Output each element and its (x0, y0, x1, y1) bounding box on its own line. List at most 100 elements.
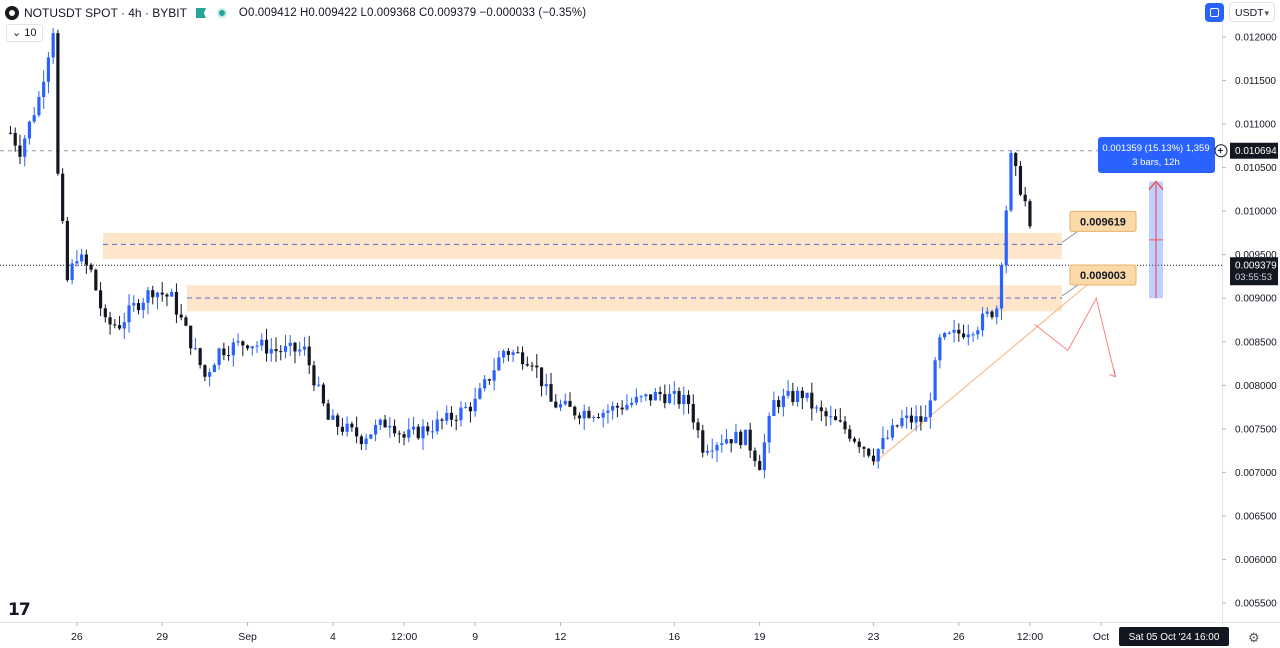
candle-body (658, 391, 662, 395)
candle-body (554, 401, 558, 408)
candle-body (886, 437, 890, 439)
candle-body (696, 422, 700, 431)
projection-arrowhead (1109, 369, 1116, 378)
time-tick-label: 16 (668, 631, 680, 643)
candle-body (241, 341, 245, 346)
candle-body (260, 339, 264, 346)
tradingview-logo-icon[interactable]: 17 (8, 600, 31, 620)
candle-body (146, 290, 150, 303)
candle-body (440, 419, 444, 421)
layout-icon[interactable] (1205, 3, 1224, 22)
candle-body (473, 398, 477, 412)
price-tick-label: 0.006000 (1235, 555, 1277, 566)
price-tick-label: 0.008500 (1235, 337, 1277, 348)
indicator-chip[interactable]: ⌄ 10 (6, 24, 43, 42)
plus-icon: + (1218, 146, 1224, 157)
candle-body (37, 97, 41, 116)
candle-body (791, 391, 795, 403)
candle-body (876, 449, 880, 462)
high-price-box (1230, 142, 1278, 159)
currency-select[interactable]: USDT (1229, 2, 1275, 23)
support-label-callout (1061, 284, 1079, 297)
price-tick-label: 0.010500 (1235, 163, 1277, 174)
candle-body (857, 441, 861, 448)
candle-body (677, 391, 681, 405)
candle-body (56, 33, 60, 174)
candle-body (743, 429, 748, 446)
resistance-label-box (1069, 210, 1137, 232)
candle-body (378, 419, 382, 426)
candle-body (805, 392, 809, 398)
last-price-label: 0.009379 (1235, 261, 1277, 272)
candle-body (1009, 153, 1013, 211)
candle-body (724, 439, 729, 444)
candle-body (980, 313, 985, 331)
candle-body (165, 294, 169, 297)
trendline (873, 284, 1088, 465)
time-tick-label: 12:00 (1017, 631, 1043, 643)
candle-body (928, 400, 932, 417)
candle-body (80, 254, 84, 262)
measure-arrowhead (1148, 180, 1164, 191)
candle-body (511, 352, 515, 355)
candle-body (568, 400, 572, 407)
candle-body (814, 407, 819, 409)
candle-body (236, 341, 240, 343)
candle-body (748, 429, 752, 451)
candle-body (663, 394, 667, 404)
candle-body (558, 404, 563, 408)
candle-body (65, 220, 69, 281)
candle-body (701, 430, 705, 453)
support-label-text: 0.009003 (1080, 270, 1126, 282)
flag-icon[interactable] (195, 8, 206, 18)
candle-body (13, 132, 17, 146)
candle-body (454, 419, 458, 421)
candle-body (990, 311, 994, 318)
candle-body (355, 427, 359, 437)
time-tick-label: 26 (953, 631, 965, 643)
candle-body (340, 426, 344, 432)
candle-body (42, 81, 46, 98)
candle-body (919, 416, 923, 422)
candle-body (75, 261, 79, 264)
candle-body (577, 415, 582, 419)
candle-body (649, 394, 653, 401)
symbol-title[interactable]: NOTUSDT SPOT · 4h · BYBIT (24, 6, 187, 20)
candle-body (966, 334, 970, 338)
candle-body (193, 348, 198, 350)
candle-body (810, 392, 814, 409)
time-tick-label: 12:00 (391, 631, 417, 643)
gear-icon[interactable]: ⚙ (1248, 630, 1260, 645)
candle-body (971, 334, 975, 336)
add-alert-icon (1214, 144, 1228, 158)
candle-body (430, 431, 435, 433)
candle-body (255, 345, 259, 347)
price-tick-label: 0.009000 (1235, 294, 1277, 305)
candle-body (539, 367, 544, 387)
candle-body (781, 395, 785, 408)
time-tick-label: 19 (754, 631, 766, 643)
candle-body (516, 352, 520, 354)
candle-body (611, 405, 615, 411)
candle-body (464, 406, 468, 408)
candle-body (293, 342, 297, 352)
candle-body (615, 405, 620, 408)
candle-body (312, 365, 316, 386)
candle-body (407, 429, 411, 438)
candle-body (525, 364, 529, 366)
candle-body (392, 425, 397, 434)
crosshair-date-label: Sat 05 Oct '24 16:00 (1129, 632, 1220, 643)
candle-body (563, 400, 567, 405)
time-tick-label: 29 (156, 631, 168, 643)
candle-body (170, 292, 174, 297)
candle-body (208, 372, 212, 377)
coin-logo-icon (5, 6, 19, 20)
candle-body (155, 292, 160, 298)
candle-body (762, 442, 767, 471)
candle-body (174, 292, 179, 315)
price-tick-label: 0.012000 (1235, 33, 1277, 44)
candle-body (1028, 201, 1032, 227)
candle-body (914, 416, 918, 423)
candle-body (710, 450, 714, 452)
